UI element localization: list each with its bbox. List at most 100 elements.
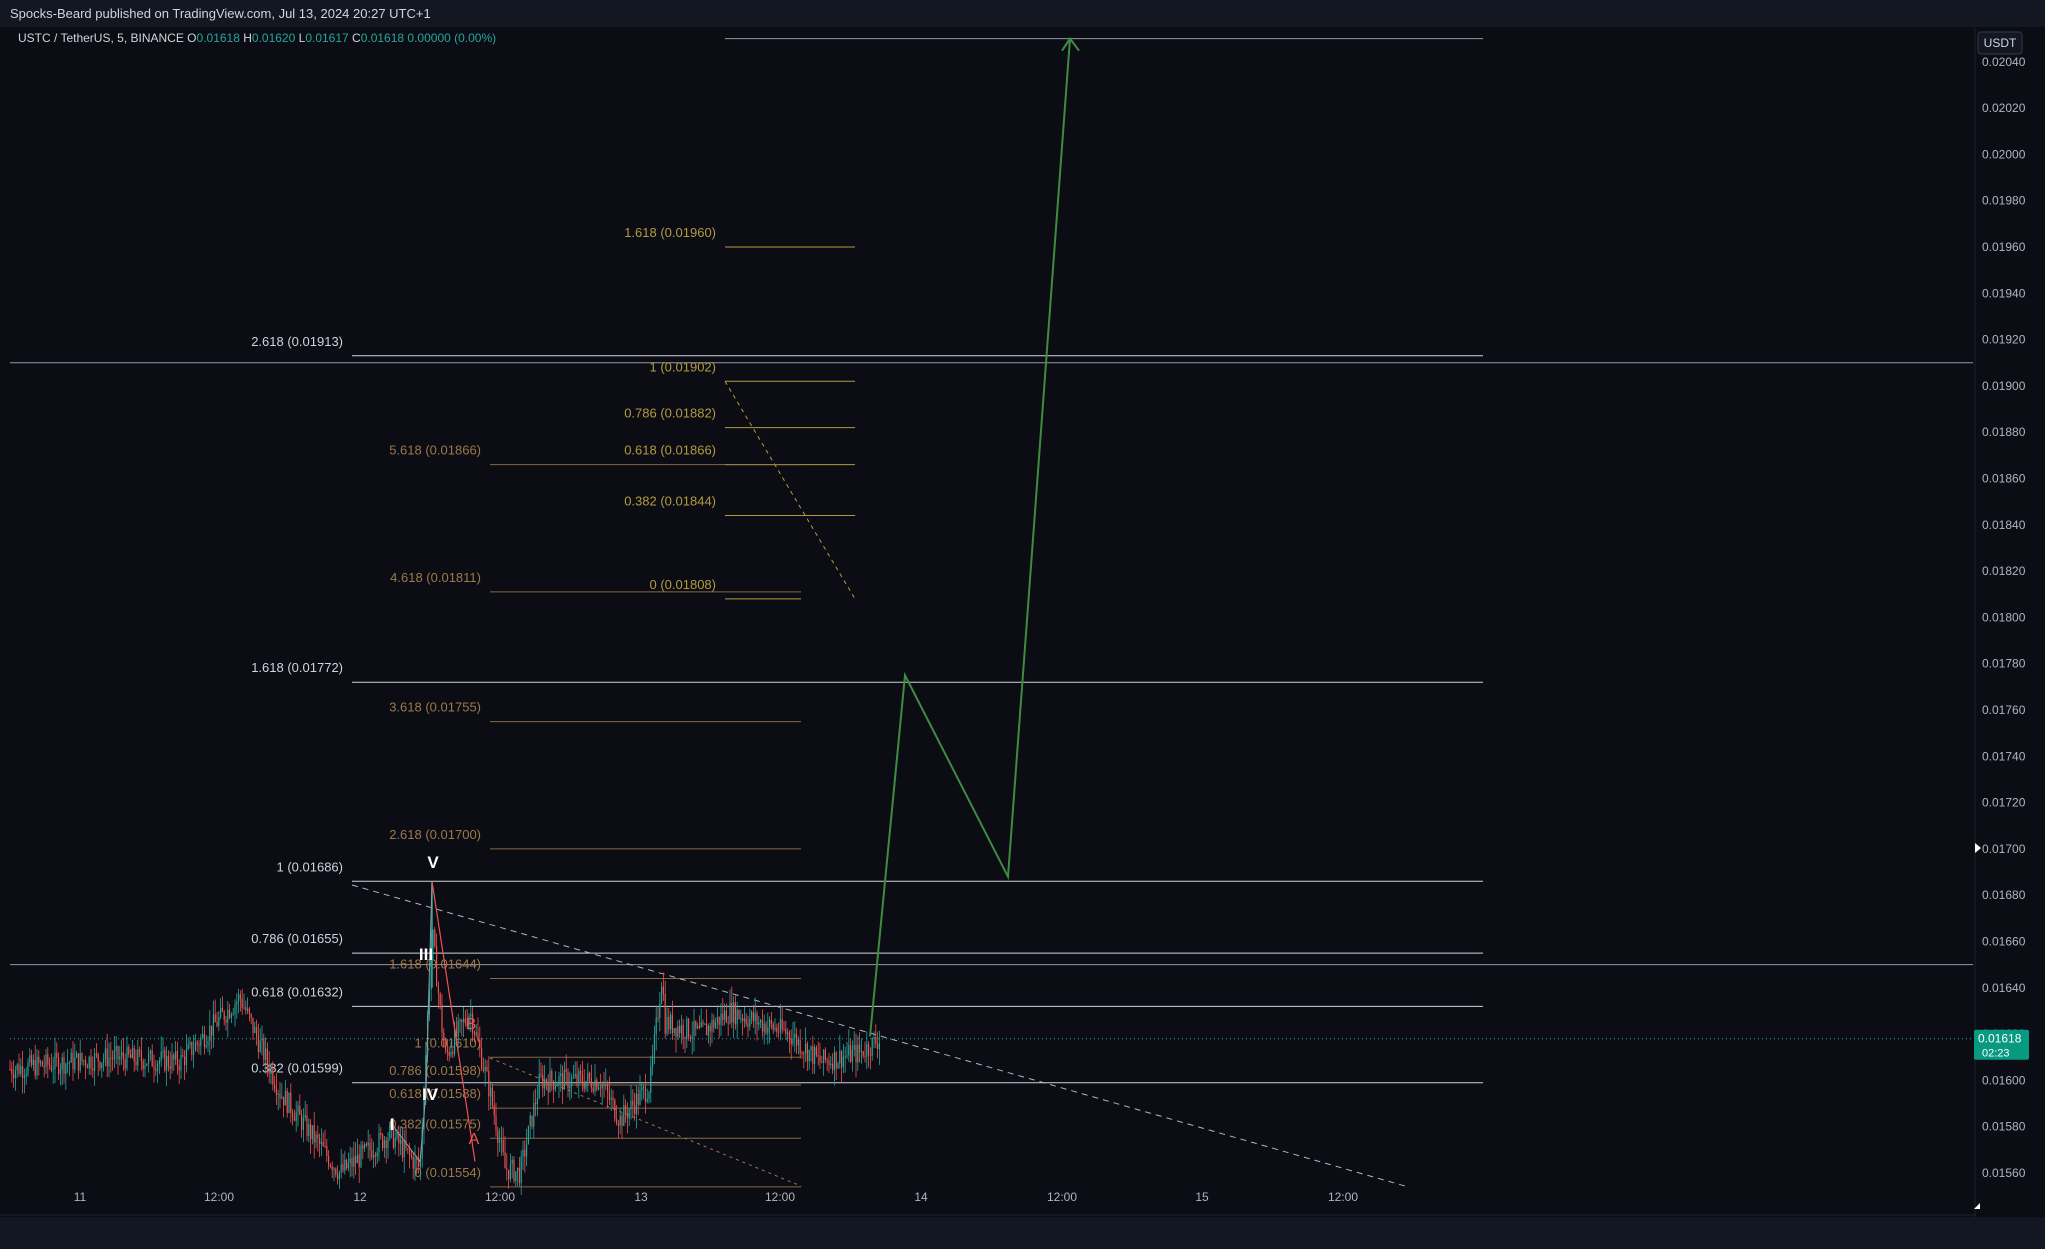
symbol-info-part: H (243, 31, 252, 45)
candle-body (508, 1169, 510, 1180)
candle-body (461, 1019, 463, 1023)
candle-body (338, 1171, 340, 1180)
candle-body (733, 1002, 735, 1023)
candle-body (140, 1051, 142, 1062)
candle-body (223, 1011, 225, 1021)
price-chart[interactable]: 0.02040 0.02020 0.02000 0.01980 0.01960 0.019… (0, 27, 2045, 1217)
fib-level-label: 1.618 (0.01960) (624, 225, 716, 240)
candle-body (367, 1142, 369, 1146)
candle-body (169, 1066, 171, 1070)
candle-body (72, 1052, 74, 1070)
candle-body (86, 1066, 88, 1069)
candle-body (425, 1055, 427, 1099)
candle-body (794, 1033, 796, 1039)
time-tick-label: 13 (634, 1190, 648, 1204)
candle-body (560, 1073, 562, 1077)
candle-body (193, 1050, 195, 1056)
candlesticks (9, 881, 880, 1195)
candle-body (68, 1062, 70, 1064)
candle-body (419, 1158, 421, 1167)
candle-body (500, 1139, 502, 1142)
candle-body (727, 1022, 729, 1024)
candle-body (364, 1143, 366, 1149)
candle-body (596, 1079, 598, 1090)
candle-body (342, 1164, 344, 1171)
candle-body (391, 1124, 393, 1126)
candle-body (155, 1068, 157, 1072)
price-tick-label: 0.01960 (1982, 240, 2026, 254)
candle-body (297, 1105, 299, 1113)
candle-body (810, 1046, 812, 1050)
candle-body (139, 1049, 141, 1052)
candle-body (720, 1013, 722, 1025)
candle-body (229, 1009, 231, 1018)
time-tick-label: 12:00 (1328, 1190, 1358, 1204)
resize-corner-icon (1974, 1203, 1980, 1209)
candle-body (151, 1050, 153, 1067)
time-tick-label: 12:00 (765, 1190, 795, 1204)
candle-body (351, 1158, 353, 1167)
candle-body (643, 1086, 645, 1088)
candle-body (781, 1019, 783, 1030)
candle-body (283, 1096, 285, 1106)
candle-body (401, 1139, 403, 1158)
candle-body (481, 1047, 483, 1069)
candle-body (848, 1045, 850, 1056)
abc-line (431, 881, 476, 1162)
candle-body (772, 1023, 774, 1030)
candle-body (320, 1142, 322, 1145)
candle-body (394, 1137, 396, 1148)
candle-body (833, 1051, 835, 1071)
price-tick-label: 0.01680 (1982, 888, 2026, 902)
candle-body (412, 1156, 414, 1169)
candle-body (479, 1040, 481, 1048)
candle-body (653, 1034, 655, 1056)
candle-body (841, 1050, 843, 1068)
candle-body (94, 1053, 96, 1071)
candle-body (79, 1053, 81, 1071)
price-tick-label: 0.01720 (1982, 796, 2026, 810)
candle-body (648, 1092, 650, 1100)
wave-label: I (390, 1115, 395, 1134)
candle-body (677, 1026, 679, 1037)
candle-body (837, 1063, 839, 1069)
candle-body (637, 1093, 639, 1105)
candle-body (227, 1009, 229, 1023)
candle-body (90, 1056, 92, 1069)
candle-body (20, 1066, 22, 1074)
fib-level-label: 0.382 (0.01575) (389, 1116, 481, 1131)
candle-body (191, 1042, 193, 1056)
candle-body (158, 1060, 160, 1064)
candle-body (70, 1052, 72, 1063)
candle-body (632, 1100, 634, 1106)
candle-body (239, 994, 241, 999)
candle-body (256, 1026, 258, 1037)
candle-body (524, 1149, 526, 1157)
candle-body (869, 1054, 871, 1056)
candle-body (589, 1072, 591, 1079)
candle-body (311, 1125, 313, 1140)
price-tick-label: 0.01780 (1982, 657, 2026, 671)
candle-body (173, 1054, 175, 1060)
candle-body (382, 1134, 384, 1149)
candle-body (209, 1025, 211, 1042)
candle-body (662, 986, 664, 995)
candle-body (585, 1080, 587, 1089)
candle-body (428, 989, 430, 1015)
candle-body (128, 1047, 130, 1055)
candle-body (112, 1058, 114, 1060)
currency-button[interactable]: USDT (1977, 31, 2023, 55)
candle-body (50, 1065, 52, 1071)
candle-body (626, 1113, 628, 1119)
candle-body (725, 1010, 727, 1023)
candle-body (434, 929, 436, 947)
candle-body (675, 1028, 677, 1037)
candle-body (563, 1069, 565, 1090)
candle-body (760, 1020, 762, 1023)
candle-body (133, 1048, 135, 1062)
candle-body (486, 1067, 488, 1072)
symbol-info-part: L (299, 31, 306, 45)
candle-body (313, 1125, 315, 1143)
candle-body (392, 1124, 394, 1148)
candle-body (328, 1155, 330, 1166)
